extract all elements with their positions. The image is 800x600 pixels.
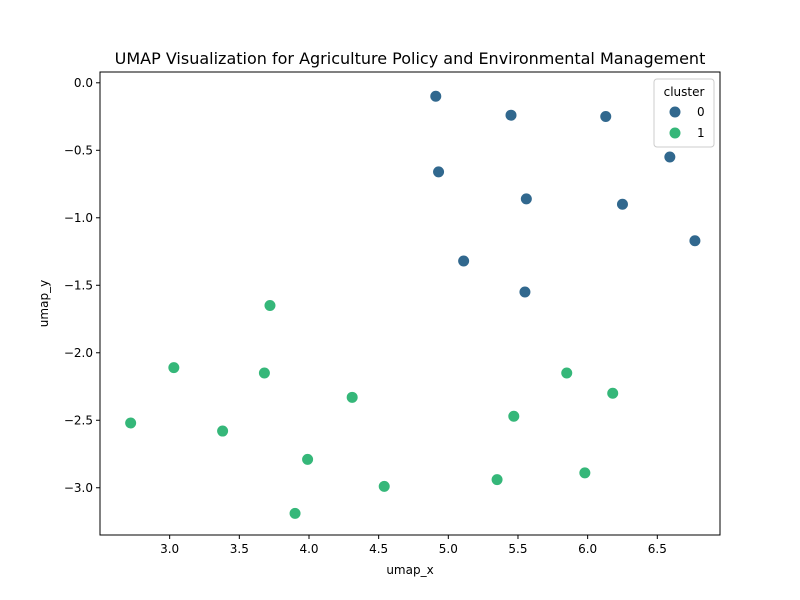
x-tick-label: 5.0 bbox=[439, 542, 458, 556]
y-tick-label: −1.0 bbox=[64, 211, 93, 225]
point-cluster-1 bbox=[578, 466, 592, 480]
point-cluster-0 bbox=[688, 234, 702, 248]
y-tick-label: −0.5 bbox=[64, 143, 93, 157]
point-cluster-0 bbox=[504, 108, 518, 122]
point-cluster-0 bbox=[663, 150, 677, 164]
chart-title: UMAP Visualization for Agriculture Polic… bbox=[115, 49, 706, 68]
point-cluster-1 bbox=[301, 452, 315, 466]
point-cluster-1 bbox=[216, 424, 230, 438]
point-cluster-0 bbox=[599, 110, 613, 124]
point-cluster-0 bbox=[429, 89, 443, 103]
point-cluster-0 bbox=[457, 254, 471, 268]
legend-label-cluster-0: 0 bbox=[697, 105, 705, 119]
point-cluster-1 bbox=[345, 390, 359, 404]
point-cluster-1 bbox=[263, 299, 277, 313]
x-tick-label: 4.5 bbox=[369, 542, 388, 556]
x-tick-label: 6.5 bbox=[648, 542, 667, 556]
plot-area: 3.0 3.5 4.0 4.5 5.0 5.5 6.0 6.5 0.0 −0.5 −1.0 −1.5 −… bbox=[64, 76, 702, 556]
x-tick-label: 6.0 bbox=[578, 542, 597, 556]
legend-title: cluster bbox=[664, 85, 705, 99]
point-cluster-1 bbox=[560, 366, 574, 380]
x-tick-label: 3.5 bbox=[230, 542, 249, 556]
x-axis-label: umap_x bbox=[386, 563, 433, 577]
legend-marker-cluster-1 bbox=[668, 126, 682, 140]
point-cluster-1 bbox=[257, 366, 271, 380]
point-cluster-1 bbox=[124, 416, 138, 430]
point-cluster-1 bbox=[606, 386, 620, 400]
point-cluster-1 bbox=[490, 473, 504, 487]
point-cluster-1 bbox=[288, 506, 302, 520]
point-cluster-0 bbox=[519, 192, 533, 206]
legend: cluster 0 1 bbox=[653, 78, 715, 148]
y-tick-label: −2.5 bbox=[64, 413, 93, 427]
point-cluster-0 bbox=[518, 285, 532, 299]
point-cluster-0 bbox=[432, 165, 446, 179]
legend-box bbox=[653, 78, 715, 148]
y-tick-label: −3.0 bbox=[64, 481, 93, 495]
point-cluster-1 bbox=[167, 361, 181, 375]
y-tick-label: −2.0 bbox=[64, 346, 93, 360]
y-tick-label: 0.0 bbox=[74, 76, 93, 90]
point-cluster-1 bbox=[507, 409, 521, 423]
x-tick-label: 5.5 bbox=[508, 542, 527, 556]
y-axis-label: umap_y bbox=[37, 280, 51, 327]
x-tick-label: 3.0 bbox=[160, 542, 179, 556]
point-cluster-1 bbox=[377, 479, 391, 493]
point-cluster-0 bbox=[615, 197, 629, 211]
legend-label-cluster-1: 1 bbox=[697, 126, 705, 140]
legend-marker-cluster-0 bbox=[668, 105, 682, 119]
x-tick-label: 4.0 bbox=[299, 542, 318, 556]
y-tick-label: −1.5 bbox=[64, 278, 93, 292]
plot-frame bbox=[99, 71, 721, 536]
